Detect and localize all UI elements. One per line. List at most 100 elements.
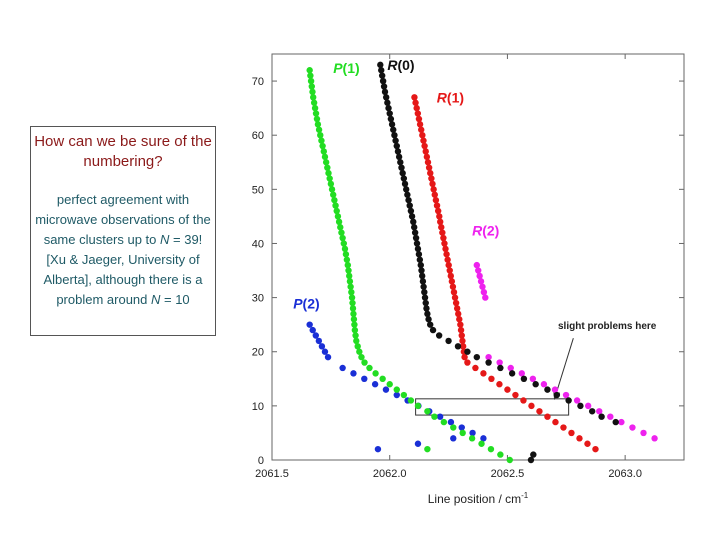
data-point <box>592 445 599 453</box>
data-point <box>321 153 329 161</box>
data-point <box>320 148 327 155</box>
data-point <box>640 429 647 437</box>
data-point <box>464 359 471 366</box>
data-point <box>452 299 460 307</box>
data-point <box>322 159 330 166</box>
data-point <box>536 408 543 415</box>
data-point <box>345 267 352 274</box>
data-point <box>419 272 426 280</box>
data-point <box>371 381 379 388</box>
data-point <box>451 294 459 301</box>
data-point <box>530 451 537 458</box>
x-axis-label: Line position / cm-1 <box>428 491 529 506</box>
series-label: R(0) <box>387 57 414 73</box>
data-point <box>394 148 402 155</box>
data-point <box>482 294 489 301</box>
data-point <box>485 359 492 366</box>
data-point <box>427 321 434 328</box>
data-point <box>441 240 448 247</box>
data-point <box>422 299 429 307</box>
data-point <box>378 72 386 79</box>
data-point <box>431 191 438 198</box>
y-tick-label: 40 <box>252 238 264 250</box>
data-point <box>455 310 462 318</box>
data-point <box>464 348 471 355</box>
data-point <box>459 343 467 350</box>
data-point <box>326 175 333 182</box>
data-point <box>544 413 551 420</box>
data-point <box>348 288 355 296</box>
data-point <box>562 391 570 399</box>
data-point <box>629 424 636 431</box>
data-point <box>342 251 350 258</box>
data-point <box>353 337 360 345</box>
data-point <box>387 115 395 123</box>
plot-frame <box>271 53 685 461</box>
data-point <box>419 278 427 285</box>
data-point <box>350 310 357 318</box>
data-point <box>420 137 427 144</box>
data-point <box>440 418 448 426</box>
data-point <box>311 104 319 112</box>
data-point <box>480 435 487 442</box>
data-point <box>414 402 422 410</box>
data-point <box>411 94 418 101</box>
x-tick-label: 2062.5 <box>491 468 525 480</box>
y-tick-label: 10 <box>252 401 264 413</box>
data-point <box>412 234 420 242</box>
data-point <box>435 332 443 339</box>
data-point <box>413 240 421 247</box>
data-point <box>487 445 495 453</box>
data-point <box>577 402 584 410</box>
data-point <box>415 115 423 123</box>
data-point <box>429 326 437 334</box>
data-point <box>349 305 357 312</box>
data-point <box>473 261 481 269</box>
data-point <box>331 196 338 204</box>
data-point <box>354 343 361 350</box>
data-point <box>450 435 457 442</box>
data-point <box>358 353 365 361</box>
data-point <box>388 121 396 128</box>
data-point <box>395 153 403 161</box>
callout-box: How can we be sure of the numbering? per… <box>30 126 216 336</box>
data-point <box>440 234 447 242</box>
data-point <box>573 397 581 404</box>
data-point <box>332 202 339 209</box>
data-point <box>418 126 425 133</box>
data-point <box>444 256 451 263</box>
data-point <box>324 353 332 361</box>
data-point <box>425 164 433 171</box>
data-point <box>480 288 488 296</box>
data-point <box>319 142 326 150</box>
data-point <box>351 326 359 334</box>
data-point <box>442 245 449 253</box>
data-point <box>496 359 503 366</box>
data-point <box>338 229 345 236</box>
data-point <box>461 353 468 361</box>
data-point <box>349 299 356 307</box>
data-point <box>392 137 399 144</box>
data-point <box>430 186 437 193</box>
data-point <box>478 440 485 447</box>
data-point <box>307 77 315 85</box>
data-point <box>436 213 443 220</box>
data-point <box>306 321 313 328</box>
data-point <box>448 278 456 285</box>
data-point <box>374 445 382 453</box>
data-point <box>400 391 408 399</box>
data-point <box>391 132 398 139</box>
data-point <box>518 370 525 377</box>
data-point <box>350 316 358 323</box>
data-point <box>398 164 405 171</box>
y-tick-label: 70 <box>252 76 264 88</box>
data-point <box>520 397 527 404</box>
series-label: R(2) <box>472 222 499 238</box>
data-point <box>497 451 504 458</box>
data-point <box>325 169 332 177</box>
data-point <box>415 251 423 258</box>
data-point <box>453 305 461 312</box>
data-point <box>412 99 419 106</box>
data-point <box>321 348 329 355</box>
data-point <box>507 364 514 372</box>
